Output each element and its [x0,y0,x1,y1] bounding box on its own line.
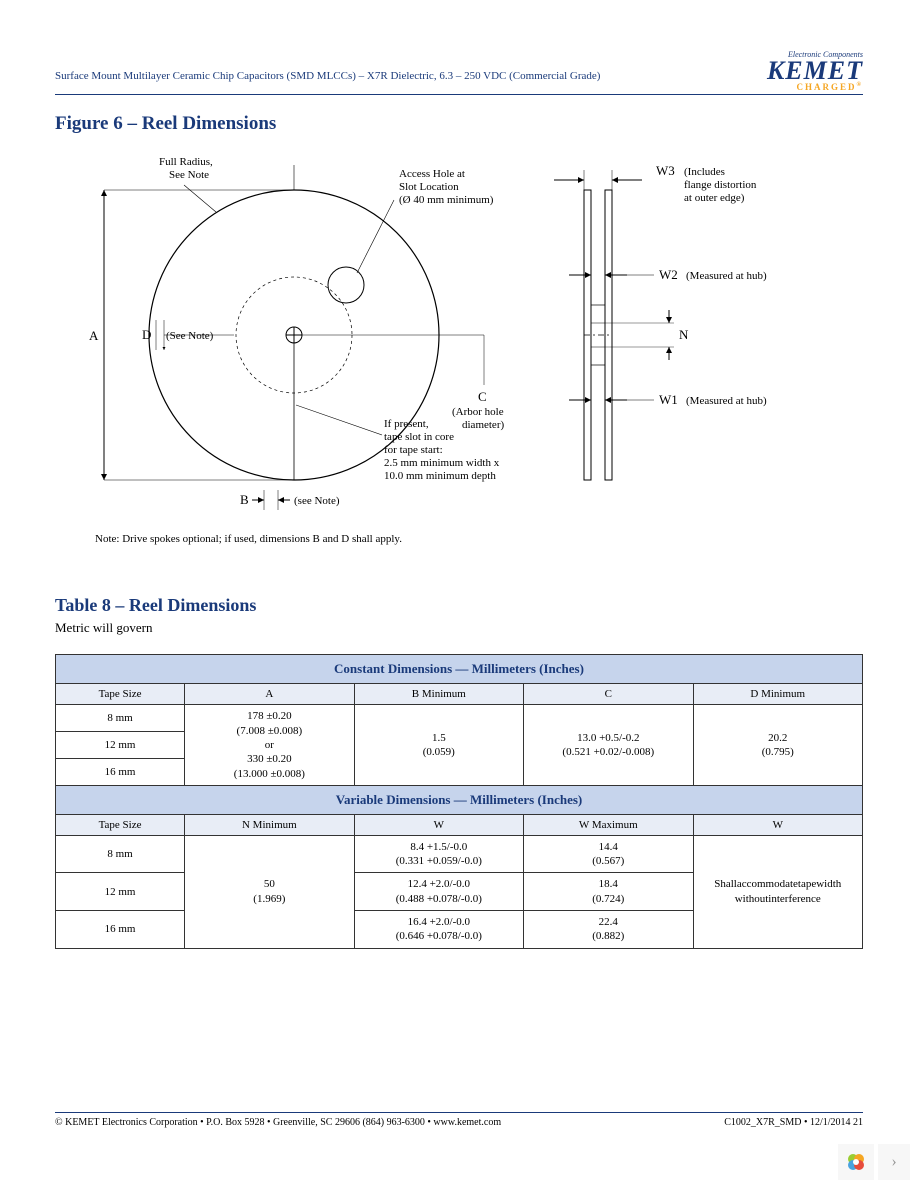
logo: Electronic Components KEMET CHARGED® [767,50,863,92]
footer-right: C1002_X7R_SMD • 12/1/2014 21 [724,1117,863,1128]
svg-text:10.0 mm minimum depth: 10.0 mm minimum depth [384,470,496,482]
svg-text:If present,: If present, [384,418,429,430]
header-title: Surface Mount Multilayer Ceramic Chip Ca… [55,50,600,82]
side-view: W3 (Includes flange distortion at outer … [554,163,767,480]
svg-text:(Measured at hub): (Measured at hub) [686,270,767,282]
flower-icon[interactable] [838,1144,874,1180]
logo-main: KEMET [767,59,863,82]
svg-text:Full Radius,: Full Radius, [159,156,213,168]
svg-text:flange distortion: flange distortion [684,179,757,191]
svg-text:Slot Location: Slot Location [399,181,459,193]
svg-text:(Measured at hub): (Measured at hub) [686,395,767,407]
figure-note: Note: Drive spokes optional; if used, di… [95,533,863,545]
svg-text:N: N [679,327,689,342]
svg-text:See Note: See Note [169,169,209,181]
table-subtitle: Metric will govern [55,620,863,636]
svg-text:W2: W2 [659,267,678,282]
figure-title: Figure 6 – Reel Dimensions [55,113,863,135]
next-button[interactable]: › [878,1144,910,1180]
page-header: Surface Mount Multilayer Ceramic Chip Ca… [55,50,863,95]
svg-text:W3: W3 [656,163,675,178]
svg-text:for tape start:: for tape start: [384,444,443,456]
svg-text:W1: W1 [659,392,678,407]
svg-text:Access Hole at: Access Hole at [399,168,465,180]
reel-dimensions-table: Constant Dimensions — Millimeters (Inche… [55,654,863,948]
reel-diagram: A D (See Note) B (see Note) C (Arbor hol… [64,145,854,525]
corner-widget: › [838,1144,910,1180]
cell-a: 178 ±0.20(7.008 ±0.008)or330 ±0.20(13.00… [185,705,354,785]
arbor-1: (Arbor hole [452,406,504,418]
see-note-d: (See Note) [166,330,214,342]
svg-text:(Ø 40 mm minimum): (Ø 40 mm minimum) [399,194,494,206]
dim-a-label: A [89,328,99,343]
svg-text:(Includes: (Includes [684,166,725,178]
see-note-b: (see Note) [294,495,340,507]
svg-text:at outer edge): at outer edge) [684,192,745,204]
arbor-2: diameter) [462,419,504,431]
page-footer: © KEMET Electronics Corporation • P.O. B… [55,1112,863,1128]
table-title: Table 8 – Reel Dimensions [55,595,863,616]
svg-text:2.5 mm minimum width x: 2.5 mm minimum width x [384,457,500,469]
section2-header: Variable Dimensions — Millimeters (Inche… [56,785,863,814]
section1-header: Constant Dimensions — Millimeters (Inche… [56,655,863,684]
dim-d-label: D [142,327,151,342]
footer-left: © KEMET Electronics Corporation • P.O. B… [55,1117,501,1128]
dim-c-label: C [478,389,487,404]
svg-text:tape slot in core: tape slot in core [384,431,454,443]
dim-b-label: B [240,492,249,507]
